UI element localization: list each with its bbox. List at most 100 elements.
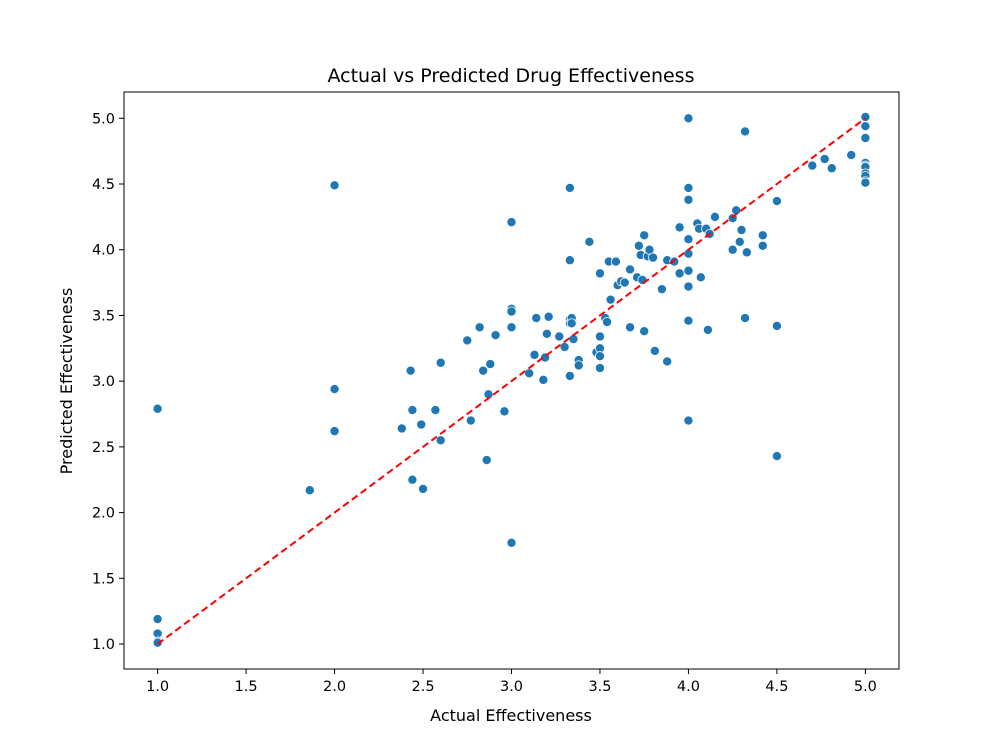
- x-tick-label: 3.5: [588, 679, 611, 695]
- data-point: [478, 365, 489, 376]
- data-point: [633, 240, 644, 251]
- y-axis-label: Predicted Effectiveness: [57, 288, 76, 475]
- data-point: [771, 196, 782, 207]
- data-point: [683, 194, 694, 205]
- data-point: [656, 284, 667, 295]
- y-tick-label: 2.0: [92, 506, 115, 522]
- data-point: [594, 331, 605, 342]
- data-point: [683, 113, 694, 124]
- data-point: [860, 121, 871, 132]
- data-point: [465, 415, 476, 426]
- data-point: [649, 345, 660, 356]
- data-point: [529, 349, 540, 360]
- x-tick-label: 4.0: [677, 679, 700, 695]
- data-point: [807, 160, 818, 171]
- data-point: [639, 230, 650, 241]
- y-tick-label: 5.0: [92, 111, 115, 127]
- data-point: [541, 328, 552, 339]
- data-point: [619, 277, 630, 288]
- data-point: [564, 255, 575, 266]
- data-point: [695, 272, 706, 283]
- data-point: [531, 313, 542, 324]
- data-point: [435, 357, 446, 368]
- data-point: [683, 315, 694, 326]
- data-point: [499, 406, 510, 417]
- data-point: [490, 330, 501, 341]
- data-point: [639, 326, 650, 337]
- data-point: [481, 455, 492, 466]
- data-point: [683, 265, 694, 276]
- reference-line-layer: [157, 117, 866, 645]
- data-point: [771, 451, 782, 462]
- data-point: [304, 485, 315, 496]
- data-point: [152, 614, 163, 625]
- data-point: [594, 268, 605, 279]
- data-point: [554, 331, 565, 342]
- data-point: [407, 474, 418, 485]
- data-point: [757, 230, 768, 241]
- data-point: [506, 322, 517, 333]
- data-point: [462, 335, 473, 346]
- data-point: [396, 423, 407, 434]
- x-tick-label: 4.5: [765, 679, 788, 695]
- data-point: [573, 360, 584, 371]
- data-point: [860, 177, 871, 188]
- data-point: [860, 133, 871, 144]
- data-point: [564, 370, 575, 381]
- data-point: [625, 322, 636, 333]
- data-point: [860, 111, 871, 122]
- data-point: [602, 317, 613, 328]
- data-point: [152, 403, 163, 414]
- data-point: [740, 126, 751, 137]
- y-axis: 1.0 1.5 2.0 2.5 3.0 3.5 4.0 4.5 5.0: [92, 111, 124, 653]
- data-point: [674, 222, 685, 233]
- x-axis: 1.0 1.5 2.0 2.5 3.0 3.5 4.0 4.5 5.0: [146, 669, 877, 695]
- data-point: [625, 264, 636, 275]
- data-point: [430, 405, 441, 416]
- data-point: [669, 256, 680, 267]
- data-point: [662, 356, 673, 367]
- data-point: [734, 236, 745, 247]
- data-point: [741, 247, 752, 258]
- x-tick-label: 2.5: [411, 679, 434, 695]
- data-point: [416, 419, 427, 430]
- y-tick-label: 3.0: [92, 374, 115, 390]
- data-point: [846, 150, 857, 161]
- y-tick-label: 4.0: [92, 243, 115, 259]
- x-tick-label: 3.0: [500, 679, 523, 695]
- x-axis-label: Actual Effectiveness: [430, 706, 592, 725]
- data-point: [543, 311, 554, 322]
- data-point: [683, 281, 694, 292]
- x-tick-label: 1.0: [146, 679, 169, 695]
- data-point: [683, 415, 694, 426]
- data-point: [506, 217, 517, 228]
- data-point: [594, 351, 605, 362]
- reference-line: [157, 117, 866, 645]
- data-point: [826, 163, 837, 174]
- data-point: [702, 324, 713, 335]
- data-point: [683, 234, 694, 245]
- data-point: [584, 236, 595, 247]
- y-tick-label: 1.0: [92, 637, 115, 653]
- y-tick-label: 4.5: [92, 177, 115, 193]
- x-tick-label: 2.0: [323, 679, 346, 695]
- chart-title: Actual vs Predicted Drug Effectiveness: [328, 65, 695, 87]
- data-point: [559, 341, 570, 352]
- data-point: [637, 274, 648, 285]
- data-point: [648, 252, 659, 263]
- data-point: [757, 240, 768, 251]
- data-point: [740, 313, 751, 324]
- data-point: [538, 374, 549, 385]
- data-point: [674, 268, 685, 279]
- y-tick-label: 2.5: [92, 440, 115, 456]
- data-point: [605, 294, 616, 305]
- data-point: [435, 435, 446, 446]
- data-point: [329, 426, 340, 437]
- data-point: [683, 182, 694, 193]
- data-point: [329, 384, 340, 395]
- data-point: [564, 182, 575, 193]
- data-point: [506, 306, 517, 317]
- data-point: [709, 211, 720, 222]
- x-tick-label: 5.0: [854, 679, 877, 695]
